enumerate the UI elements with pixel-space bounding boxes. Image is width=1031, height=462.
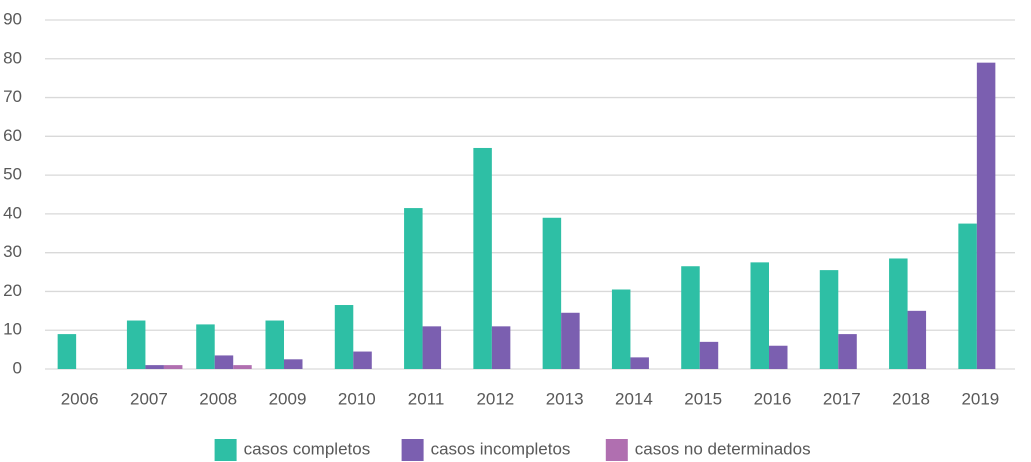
x-tick-label: 2015 bbox=[684, 389, 722, 408]
bar bbox=[907, 310, 927, 369]
bar bbox=[57, 334, 77, 369]
y-tick-label: 80 bbox=[3, 48, 22, 67]
x-tick-label: 2014 bbox=[615, 389, 653, 408]
legend-label: casos no determinados bbox=[635, 439, 811, 458]
bar bbox=[145, 365, 164, 369]
bar bbox=[422, 326, 442, 369]
y-tick-label: 30 bbox=[3, 242, 22, 261]
legend-swatch bbox=[214, 439, 237, 461]
bar bbox=[353, 351, 372, 369]
bar bbox=[284, 359, 303, 369]
bar bbox=[163, 365, 183, 369]
bar bbox=[214, 355, 234, 369]
bar bbox=[126, 320, 146, 369]
bar bbox=[976, 62, 996, 370]
y-tick-label: 70 bbox=[3, 87, 22, 106]
x-tick-label: 2006 bbox=[61, 389, 99, 408]
bar bbox=[611, 289, 631, 369]
x-tick-label: 2012 bbox=[476, 389, 514, 408]
x-tick-label: 2013 bbox=[546, 389, 584, 408]
x-tick-label: 2019 bbox=[961, 389, 999, 408]
y-tick-label: 40 bbox=[3, 203, 22, 222]
bar bbox=[404, 208, 423, 369]
x-tick-label: 2008 bbox=[199, 389, 237, 408]
x-tick-label: 2009 bbox=[269, 389, 307, 408]
y-tick-label: 20 bbox=[3, 281, 22, 300]
bar bbox=[473, 147, 492, 369]
bar bbox=[889, 258, 908, 369]
x-tick-label: 2016 bbox=[754, 389, 792, 408]
bar bbox=[561, 312, 580, 369]
bar bbox=[699, 341, 719, 369]
bar bbox=[630, 357, 649, 369]
y-tick-label: 60 bbox=[3, 126, 22, 145]
x-tick-label: 2010 bbox=[338, 389, 376, 408]
legend-swatch bbox=[605, 439, 628, 461]
bar bbox=[542, 217, 562, 369]
bar bbox=[838, 334, 857, 369]
legend-swatch bbox=[401, 439, 424, 461]
bar bbox=[681, 266, 700, 369]
x-tick-label: 2017 bbox=[823, 389, 861, 408]
x-tick-label: 2018 bbox=[892, 389, 930, 408]
bar bbox=[196, 324, 215, 369]
bar bbox=[819, 270, 839, 369]
y-tick-label: 10 bbox=[3, 320, 22, 339]
bar bbox=[750, 262, 769, 369]
bar bbox=[491, 326, 511, 369]
bar bbox=[233, 365, 252, 369]
bar bbox=[958, 223, 977, 369]
legend-label: casos incompletos bbox=[431, 439, 571, 458]
bar bbox=[265, 320, 284, 369]
x-tick-label: 2011 bbox=[408, 389, 445, 408]
y-tick-label: 90 bbox=[3, 9, 22, 28]
bar bbox=[769, 345, 788, 369]
y-tick-label: 50 bbox=[3, 165, 22, 184]
y-tick-label: 0 bbox=[13, 358, 22, 377]
x-tick-label: 2007 bbox=[130, 389, 168, 408]
bar bbox=[334, 305, 354, 369]
legend-label: casos completos bbox=[244, 439, 371, 458]
